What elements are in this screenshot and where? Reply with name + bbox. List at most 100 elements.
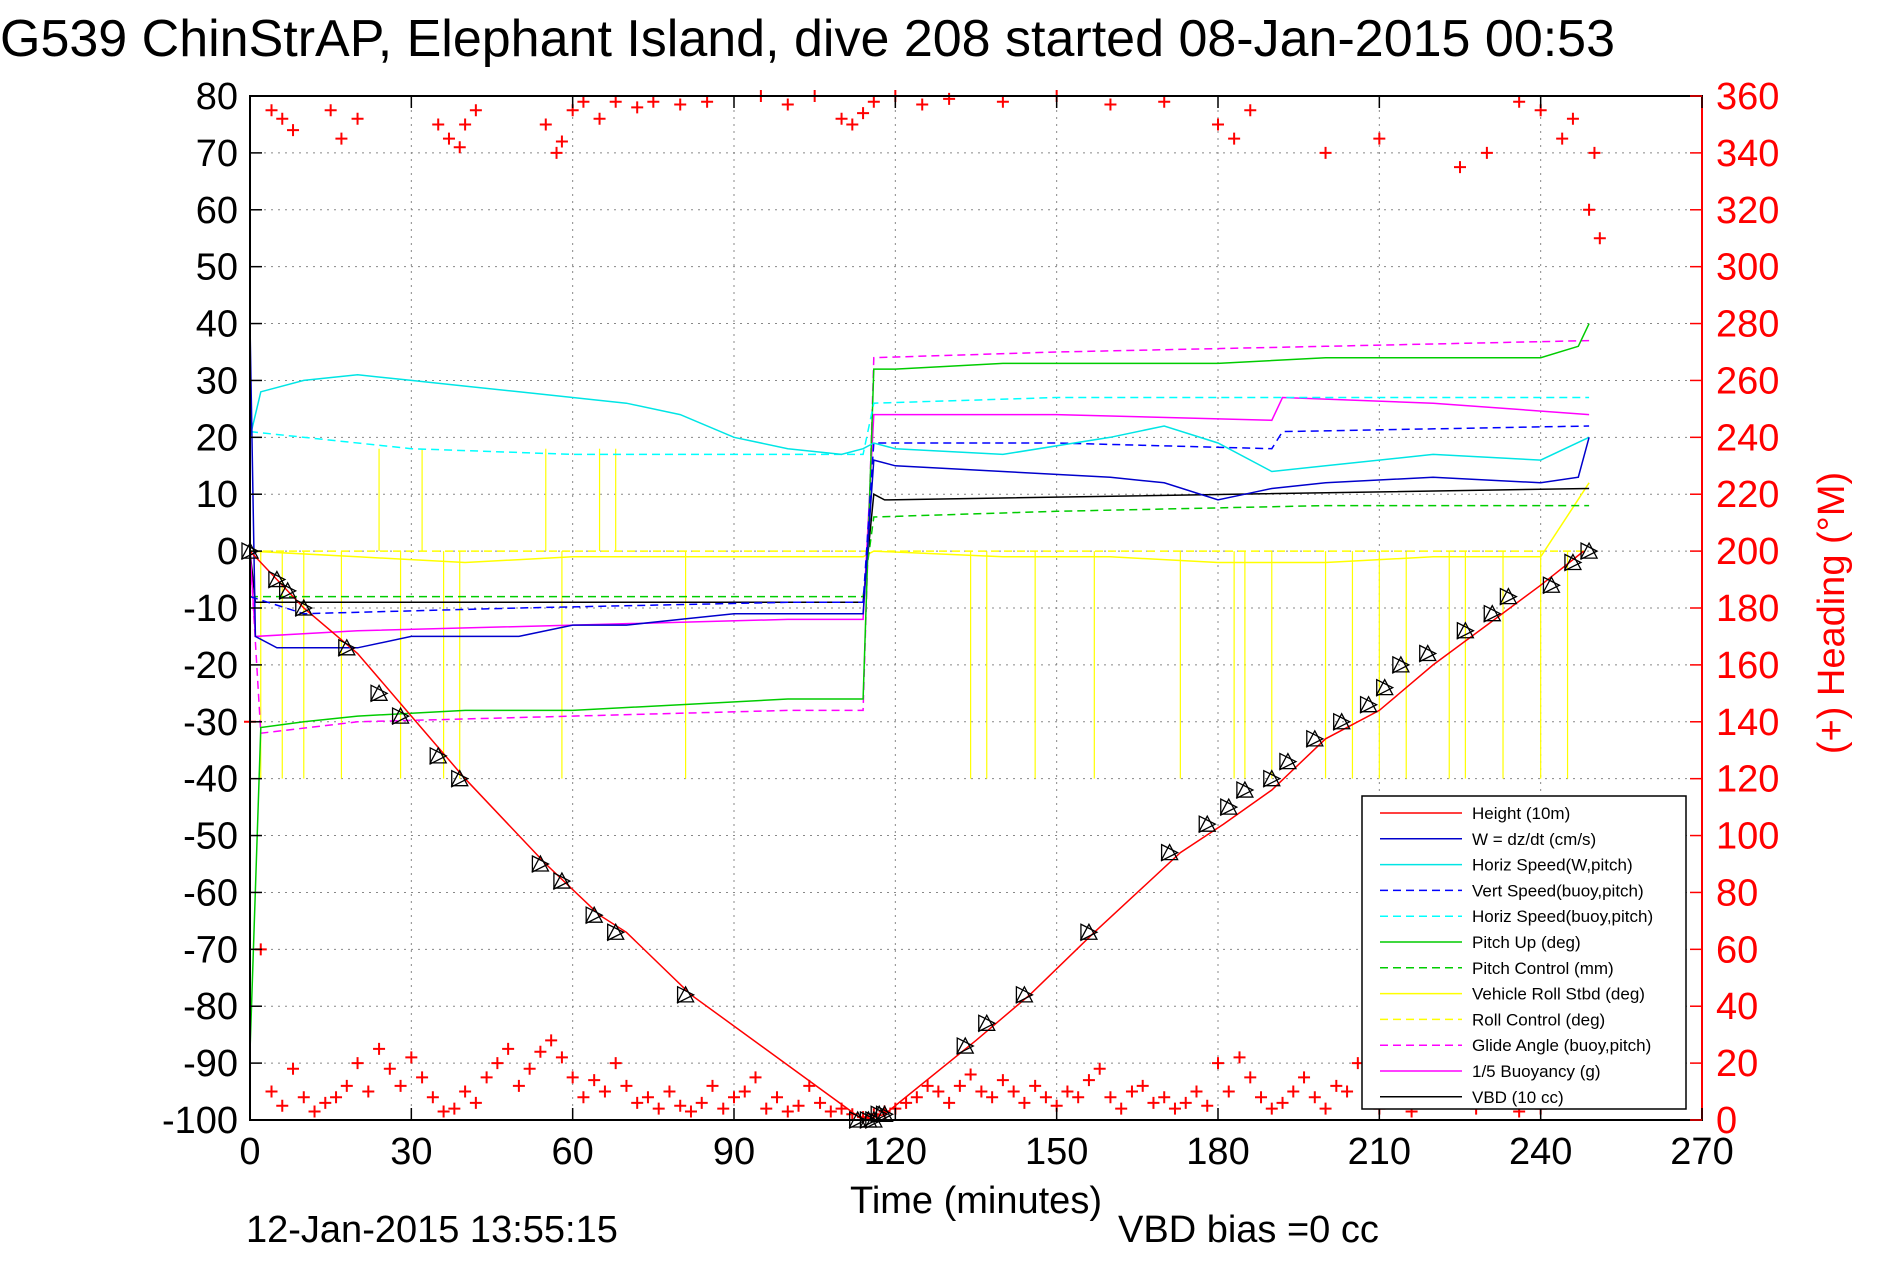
y2-tick-label: 240 — [1716, 417, 1779, 459]
heading-point — [539, 118, 552, 131]
heading-point — [448, 1102, 461, 1115]
marker-triangle — [1499, 587, 1518, 605]
y2-axis-label: (+) Heading (°M) — [1811, 472, 1853, 754]
legend-label: Horiz Speed(W,pitch) — [1472, 856, 1633, 875]
series-line-pitch-control — [250, 504, 1590, 598]
heading-point — [351, 1057, 364, 1070]
heading-point — [265, 1085, 278, 1098]
heading-point — [792, 1099, 805, 1112]
x-tick-label: 270 — [1670, 1131, 1733, 1173]
y2-tick-label: 340 — [1716, 133, 1779, 175]
marker-triangle — [267, 570, 286, 588]
heading-point — [701, 95, 714, 108]
marker-triangle — [1198, 814, 1217, 832]
heading-point — [706, 1079, 719, 1092]
heading-point — [835, 112, 848, 125]
y-tick-label: -10 — [183, 588, 238, 630]
y-tick-label: -70 — [183, 929, 238, 971]
legend-label: Pitch Up (deg) — [1472, 933, 1581, 952]
marker-triangle — [977, 1013, 996, 1031]
heading-point — [1244, 1071, 1257, 1084]
marker-triangle — [294, 598, 313, 616]
heading-point — [921, 1079, 934, 1092]
y2-tick-label: 160 — [1716, 645, 1779, 687]
heading-point — [566, 1071, 579, 1084]
heading-point — [1222, 1085, 1235, 1098]
y2-tick-label: 320 — [1716, 190, 1779, 232]
y-tick-label: 70 — [196, 133, 238, 175]
heading-point — [512, 1079, 525, 1092]
heading-point — [577, 95, 590, 108]
marker-triangle — [1392, 655, 1411, 674]
heading-point — [781, 98, 794, 111]
heading-point — [598, 1085, 611, 1098]
heading-point — [459, 118, 472, 131]
heading-point — [1190, 1085, 1203, 1098]
heading-point — [1104, 1091, 1117, 1104]
legend-box — [1361, 795, 1687, 1110]
marker-triangle — [1499, 587, 1518, 606]
y-tick-label: 60 — [196, 190, 238, 232]
heading-point — [674, 1099, 687, 1112]
heading-point — [964, 1068, 977, 1081]
x-tick-label: 60 — [552, 1131, 594, 1173]
heading-point — [1244, 104, 1257, 117]
heading-point — [453, 141, 466, 154]
marker-triangle — [1359, 695, 1379, 714]
marker-triangle — [1391, 655, 1410, 673]
marker-triangle — [1160, 843, 1180, 862]
heading-point — [749, 1071, 762, 1084]
heading-point — [857, 107, 870, 120]
heading-point — [803, 1079, 816, 1092]
heading-point — [416, 1071, 429, 1084]
heading-point — [814, 1096, 827, 1109]
marker-triangle — [607, 923, 626, 942]
series-line-horiz-buoy — [249, 396, 1590, 456]
heading-point — [943, 92, 956, 105]
y2-axis-ticks: 3603403203002802602402202001801601401201… — [1690, 76, 1779, 1142]
marker-triangle — [1418, 644, 1437, 662]
marker-triangle — [606, 922, 625, 940]
heading-point — [555, 135, 568, 148]
legend-label: Horiz Speed(buoy,pitch) — [1472, 907, 1653, 926]
y2-tick-label: 180 — [1716, 588, 1779, 630]
heading-point — [308, 1105, 321, 1118]
heading-point — [480, 1071, 493, 1084]
heading-point — [824, 1105, 837, 1118]
heading-point — [1556, 132, 1569, 145]
heading-point — [652, 1102, 665, 1115]
heading-point — [609, 95, 622, 108]
x-tick-label: 90 — [713, 1131, 755, 1173]
heading-point — [1018, 1096, 1031, 1109]
heading-point — [1298, 1071, 1311, 1084]
legend-label: Pitch Control (mm) — [1472, 959, 1614, 978]
heading-point — [545, 1034, 558, 1047]
x-tick-label: 0 — [239, 1131, 260, 1173]
heading-point — [383, 1062, 396, 1075]
heading-point — [1513, 95, 1526, 108]
y-tick-label: -40 — [183, 759, 238, 801]
legend-label: Vehicle Roll Stbd (deg) — [1472, 985, 1645, 1004]
marker-triangle — [1160, 843, 1179, 861]
marker-triangle — [1483, 604, 1502, 622]
heading-point — [1212, 118, 1224, 131]
heading-point — [771, 1091, 784, 1104]
heading-point — [1341, 1085, 1354, 1098]
heading-point — [276, 1099, 289, 1112]
heading-point — [1115, 1102, 1128, 1115]
heading-point — [846, 118, 859, 131]
heading-point — [523, 1062, 536, 1075]
marker-triangle — [1580, 542, 1599, 561]
heading-point — [1373, 132, 1386, 145]
heading-point — [502, 1042, 515, 1055]
marker-triangle — [338, 638, 357, 657]
heading-point — [276, 112, 289, 125]
marker-triangle — [451, 769, 470, 788]
x-tick-label: 240 — [1509, 1131, 1572, 1173]
marker-triangle — [1219, 797, 1238, 815]
y2-tick-label: 60 — [1716, 929, 1758, 971]
marker-triangle — [531, 854, 550, 874]
y-tick-label: -20 — [183, 645, 238, 687]
y-tick-label: 30 — [196, 360, 238, 402]
